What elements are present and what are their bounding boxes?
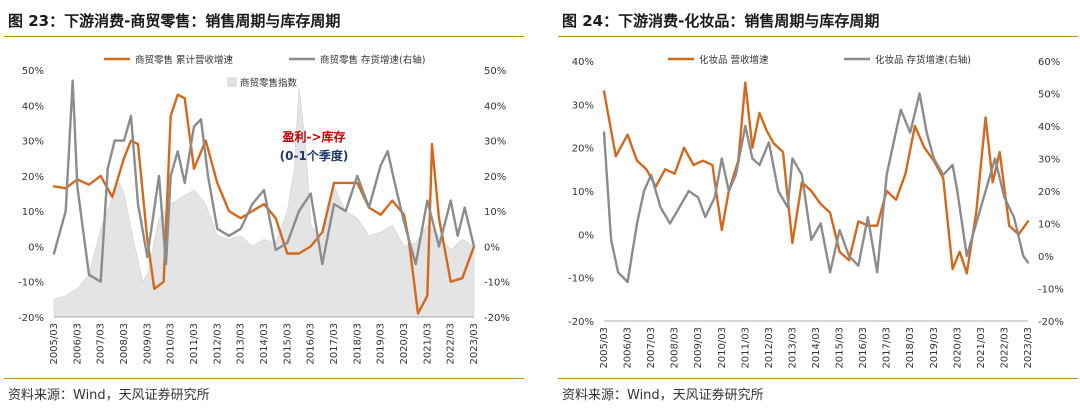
source-rule	[4, 378, 524, 379]
y-left-tick-label: -20%	[568, 317, 594, 328]
y-right-tick-label: 40%	[1038, 122, 1060, 133]
legend-label: 商贸零售指数	[240, 77, 298, 89]
x-tick-label: 2015/03	[282, 323, 293, 365]
y-right-tick-label: 40%	[484, 101, 506, 112]
y-right-tick-label: 20%	[484, 172, 506, 183]
y-right-tick-label: 0%	[484, 242, 500, 253]
x-tick-label: 2023/03	[469, 323, 480, 365]
y-right-tick-label: -20%	[484, 313, 510, 324]
x-tick-label: 2006/03	[623, 327, 634, 369]
x-tick-label: 2018/03	[905, 327, 916, 369]
y-left-tick-label: 0%	[28, 242, 44, 253]
x-tick-label: 2010/03	[166, 323, 177, 365]
chart-right: 40% 30% 20% 10% 0% -10% -20% 60% 50% 40% 30% 20% 10%…	[568, 54, 1064, 369]
x-tick-label: 2016/03	[306, 323, 317, 365]
x-tick-label: 2022/03	[446, 323, 457, 365]
x-tick-label: 2021/03	[976, 327, 987, 369]
y-left-tick-label: 0%	[578, 230, 594, 241]
x-tick-label: 2006/03	[72, 323, 83, 365]
y-left-tick-label: 40%	[22, 101, 44, 112]
x-tick-label: 2021/03	[422, 323, 433, 365]
x-tick-label: 2018/03	[352, 323, 363, 365]
legend-swatch	[227, 77, 237, 87]
y-left-tick-label: 30%	[22, 137, 44, 148]
chart-panel-left: 图 23：下游消费-商贸零售：销售周期与库存周期 50% 40% 30% 20% 10%…	[4, 0, 524, 408]
annotation-profit-inventory: 盈利->库存	[281, 129, 345, 144]
annotation-lag: (0-1个季度)	[280, 148, 349, 163]
y-left-tick-label: -10%	[568, 274, 594, 285]
title-rule	[558, 36, 1078, 37]
chart-panel-right: 图 24：下游消费-化妆品：销售周期与库存周期 40% 30% 20% 10% 0% -1…	[558, 0, 1078, 408]
x-tick-label: 2015/03	[835, 327, 846, 369]
x-tick-label: 2005/03	[49, 323, 60, 365]
x-tick-label: 2019/03	[929, 327, 940, 369]
x-tick-label: 2019/03	[376, 323, 387, 365]
y-right-tick-label: 20%	[1038, 187, 1060, 198]
x-tick-label: 2008/03	[670, 327, 681, 369]
x-tick-label: 2011/03	[740, 327, 751, 369]
x-tick-label: 2011/03	[189, 323, 200, 365]
y-left-tick-label: 10%	[22, 207, 44, 218]
y-right-tick-label: 50%	[1038, 90, 1060, 101]
revenue-growth-line	[602, 81, 1030, 275]
title-rule	[4, 36, 524, 37]
legend-label: 化妆品 存货增速(右轴)	[875, 54, 971, 66]
y-right-tick-label: 30%	[1038, 155, 1060, 166]
x-tick-label: 2012/03	[212, 323, 223, 365]
y-left-tick-label: -10%	[18, 278, 44, 289]
chart-title: 图 24：下游消费-化妆品：销售周期与库存周期	[562, 12, 880, 30]
chart-left: 50% 40% 30% 20% 10% 0% -10% -20% 50% 40% 30% 20% 10%…	[18, 54, 510, 365]
y-left-tick-label: 30%	[572, 100, 594, 111]
x-tick-label: 2009/03	[142, 323, 153, 365]
chart-title: 图 23：下游消费-商贸零售：销售周期与库存周期	[8, 12, 341, 30]
y-left-tick-label: 20%	[22, 172, 44, 183]
index-area	[53, 87, 475, 318]
y-left-tick-label: 50%	[22, 66, 44, 77]
x-tick-label: 2012/03	[764, 327, 775, 369]
x-tick-label: 2017/03	[882, 327, 893, 369]
x-tick-label: 2010/03	[717, 327, 728, 369]
x-tick-label: 2014/03	[259, 323, 270, 365]
legend-label: 化妆品 营收增速	[699, 54, 769, 66]
y-left-tick-label: 20%	[572, 144, 594, 155]
y-right-tick-label: 10%	[484, 207, 506, 218]
y-right-tick-label: 10%	[1038, 220, 1060, 231]
x-tick-label: 2013/03	[787, 327, 798, 369]
inventory-growth-line	[602, 92, 1030, 284]
y-right-tick-label: 30%	[484, 137, 506, 148]
y-left-tick-label: 10%	[572, 187, 594, 198]
x-tick-label: 2013/03	[236, 323, 247, 365]
x-tick-label: 2020/03	[952, 327, 963, 369]
x-tick-label: 2014/03	[811, 327, 822, 369]
revenue-growth-line	[52, 93, 476, 315]
x-tick-label: 2016/03	[858, 327, 869, 369]
source-note: 资料来源：Wind，天风证券研究所	[8, 388, 210, 403]
source-note: 资料来源：Wind，天风证券研究所	[562, 388, 764, 403]
x-tick-label: 2017/03	[329, 323, 340, 365]
x-tick-label: 2020/03	[399, 323, 410, 365]
x-tick-label: 2023/03	[1023, 327, 1034, 369]
y-left-tick-label: -20%	[18, 313, 44, 324]
source-rule	[558, 378, 1078, 379]
x-tick-label: 2022/03	[999, 327, 1010, 369]
x-tick-label: 2009/03	[693, 327, 704, 369]
y-right-tick-label: -20%	[1038, 317, 1064, 328]
y-right-tick-label: -10%	[1038, 285, 1064, 296]
y-right-tick-label: 0%	[1038, 252, 1054, 263]
y-left-tick-label: 40%	[572, 57, 594, 68]
x-tick-label: 2008/03	[119, 323, 130, 365]
y-right-tick-label: -10%	[484, 278, 510, 289]
y-right-tick-label: 60%	[1038, 57, 1060, 68]
x-tick-label: 2007/03	[646, 327, 657, 369]
legend-label: 商贸零售 存货增速(右轴)	[320, 54, 425, 66]
x-tick-label: 2007/03	[96, 323, 107, 365]
inventory-growth-line	[52, 79, 476, 283]
legend-label: 商贸零售 累计营收增速	[135, 54, 234, 66]
x-tick-label: 2005/03	[599, 327, 610, 369]
y-right-tick-label: 50%	[484, 66, 506, 77]
